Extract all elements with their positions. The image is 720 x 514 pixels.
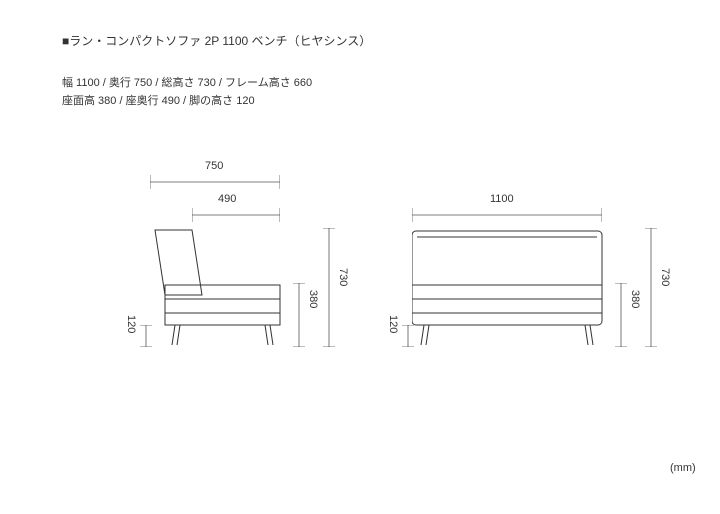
dim-tick-120-side <box>140 325 152 347</box>
spec-line-2: 座面高 380 / 座奥行 490 / 脚の高さ 120 <box>62 92 255 108</box>
dim-line-380-side <box>293 283 305 347</box>
dim-side-seat-depth: 490 <box>218 193 236 205</box>
side-view-drawing <box>150 225 290 350</box>
dim-front-total-h: 730 <box>659 268 671 286</box>
dim-side-depth: 750 <box>205 160 223 172</box>
unit-label: (mm) <box>670 462 696 474</box>
dim-line-750 <box>150 175 280 189</box>
dim-line-730-front <box>645 228 657 347</box>
dim-line-490 <box>192 208 280 222</box>
dim-side-total-h: 730 <box>337 268 349 286</box>
dim-line-730-side <box>323 228 335 347</box>
dim-tick-120-front <box>402 325 414 347</box>
spec-line-1: 幅 1100 / 奥行 750 / 総高さ 730 / フレーム高さ 660 <box>62 74 312 90</box>
front-view-drawing <box>412 227 612 350</box>
product-title: ■ラン・コンパクトソファ 2P 1100 ベンチ（ヒヤシンス） <box>62 32 371 49</box>
dim-front-seat-h: 380 <box>629 290 641 308</box>
dim-line-380-front <box>615 283 627 347</box>
dim-front-width: 1100 <box>490 193 514 205</box>
dim-side-leg: 120 <box>125 315 137 333</box>
dim-side-seat-h: 380 <box>307 290 319 308</box>
dim-line-1100 <box>412 208 602 222</box>
dim-front-leg: 120 <box>387 315 399 333</box>
